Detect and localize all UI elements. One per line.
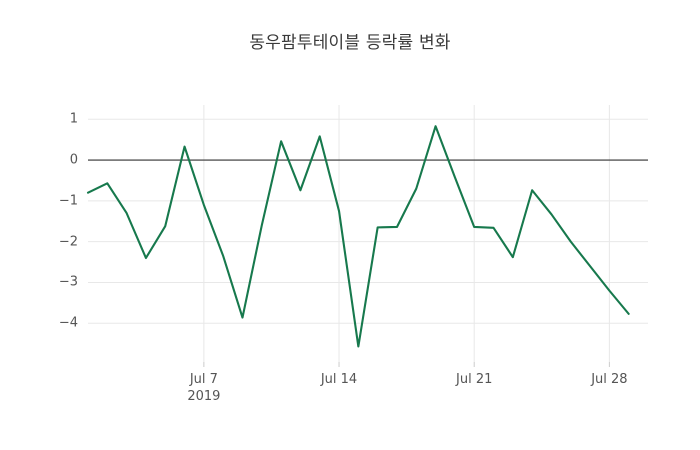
y-tick-label-2: −1 <box>58 193 78 209</box>
y-tick-label-5: −4 <box>58 315 78 331</box>
series-line-0 <box>86 125 630 348</box>
x-tick-label-main-2: Jul 21 <box>456 372 493 387</box>
x-tick-label-main-1: Jul 14 <box>320 372 358 387</box>
x-tick-label-0: Jul 7 2019 <box>154 372 254 404</box>
x-axis-tick-marks <box>203 362 610 367</box>
data-series-line <box>86 125 630 348</box>
y-tick-label-0: 1 <box>69 111 78 127</box>
x-tick-sublabel-0: 2019 <box>187 389 221 404</box>
vertical-gridlines <box>203 105 610 362</box>
x-tick-label-2: Jul 21 <box>424 372 524 387</box>
x-tick-label-1: Jul 14 <box>289 372 389 387</box>
y-tick-label-3: −2 <box>58 234 78 250</box>
x-tick-label-main-3: Jul 28 <box>591 372 628 387</box>
y-tick-label-4: −3 <box>58 274 78 290</box>
y-tick-label-1: 0 <box>69 152 78 168</box>
x-tick-label-3: Jul 28 <box>559 372 659 387</box>
x-tick-label-main-0: Jul 7 <box>189 372 218 387</box>
chart-title: 동우팜투테이블 등락률 변화 <box>249 33 451 53</box>
